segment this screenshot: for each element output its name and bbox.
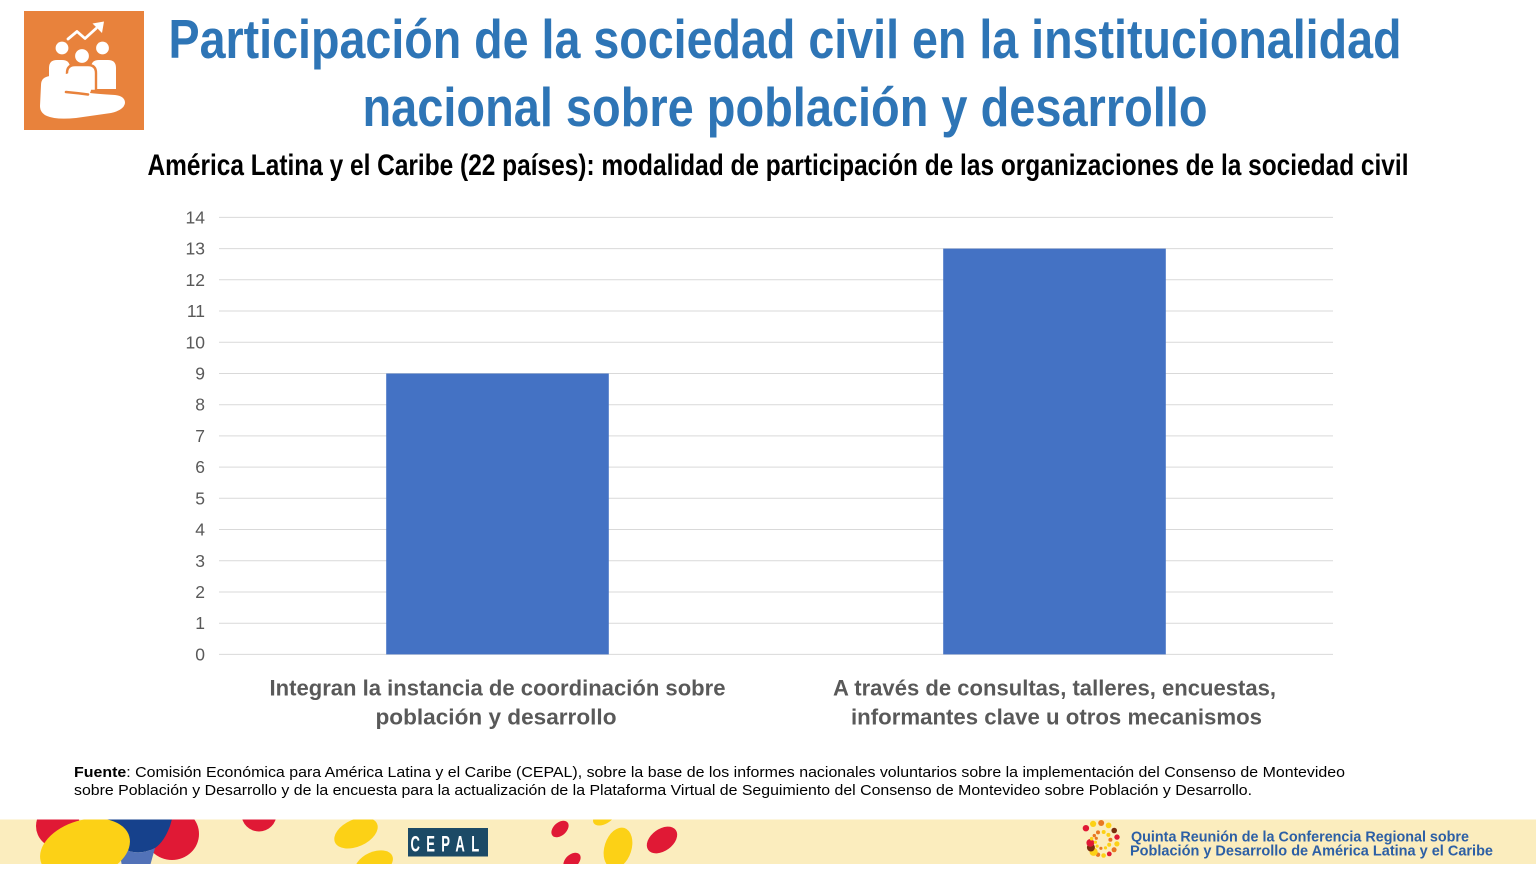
svg-text:2: 2 [195,582,205,602]
svg-text:0: 0 [195,644,205,664]
svg-text:sobre Población y Desarrollo y: sobre Población y Desarrollo y de la enc… [74,783,1252,799]
svg-text:América Latina y el Caribe (22: América Latina y el Caribe (22 países): … [148,149,1409,182]
svg-text:11: 11 [187,301,205,321]
svg-text:13: 13 [186,239,205,259]
svg-text:7: 7 [195,426,205,446]
svg-text:CEPAL: CEPAL [410,831,485,857]
svg-text:12: 12 [186,270,205,290]
svg-text:informantes clave u otros meca: informantes clave u otros mecanismos [851,705,1262,730]
svg-text:9: 9 [195,364,205,384]
svg-text:Fuente: Comisión Económica par: Fuente: Comisión Económica para América … [74,765,1345,781]
svg-text:3: 3 [195,551,205,571]
svg-text:Integran la instancia de coord: Integran la instancia de coordinación so… [270,676,726,701]
svg-text:5: 5 [195,488,205,508]
svg-text:A través de consultas, tallere: A través de consultas, talleres, encuest… [833,676,1276,701]
svg-text:Participación de la sociedad c: Participación de la sociedad civil en la… [169,8,1402,70]
svg-text:8: 8 [195,395,205,415]
svg-text:10: 10 [186,332,206,352]
svg-text:4: 4 [195,520,205,540]
svg-text:nacional sobre población y des: nacional sobre población y desarrollo [363,76,1208,138]
svg-text:1: 1 [195,613,205,633]
svg-text:Población y Desarrollo de Amér: Población y Desarrollo de América Latina… [1130,843,1493,860]
svg-text:6: 6 [195,457,205,477]
svg-text:población y desarrollo: población y desarrollo [376,705,617,730]
svg-text:14: 14 [186,207,206,227]
svg-text:Quinta Reunión de la Conferenc: Quinta Reunión de la Conferencia Regiona… [1131,829,1469,846]
